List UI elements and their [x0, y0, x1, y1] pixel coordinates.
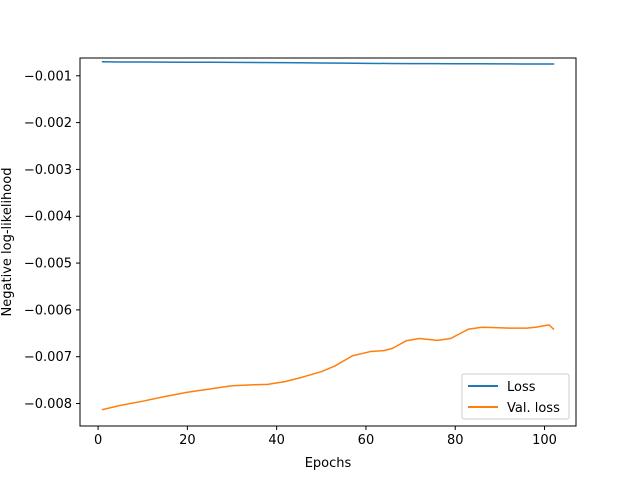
y-tick-label: −0.004 — [24, 210, 72, 225]
series-lines — [101, 60, 555, 411]
y-tick-label: −0.005 — [24, 257, 72, 272]
x-tick-label: 20 — [179, 433, 196, 448]
x-axis-ticks: 0 20 40 60 80 100 — [94, 426, 557, 448]
x-axis-label: Epochs — [305, 456, 352, 471]
series-line-loss — [101, 60, 555, 65]
x-tick-label: 100 — [532, 433, 557, 448]
x-tick-label: 80 — [447, 433, 464, 448]
series-line-val-loss — [101, 324, 555, 411]
x-tick-label: 0 — [94, 433, 102, 448]
y-tick-label: −0.008 — [24, 397, 72, 412]
y-axis-ticks: −0.001 −0.002 −0.003 −0.004 −0.005 −0.006 −0.0… — [24, 69, 80, 412]
legend-label-loss: Loss — [507, 380, 536, 395]
y-tick-label: −0.007 — [24, 350, 72, 365]
x-tick-label: 40 — [268, 433, 285, 448]
plot-frame — [79, 57, 577, 427]
y-axis-label: Negative log-likelihood — [0, 168, 15, 317]
y-tick-label: −0.006 — [24, 303, 72, 318]
y-tick-label: −0.002 — [24, 116, 72, 131]
y-tick-label: −0.001 — [24, 69, 72, 84]
legend: Loss Val. loss — [461, 373, 570, 420]
x-tick-label: 60 — [358, 433, 375, 448]
legend-label-val-loss: Val. loss — [507, 401, 560, 416]
y-tick-label: −0.003 — [24, 163, 72, 178]
